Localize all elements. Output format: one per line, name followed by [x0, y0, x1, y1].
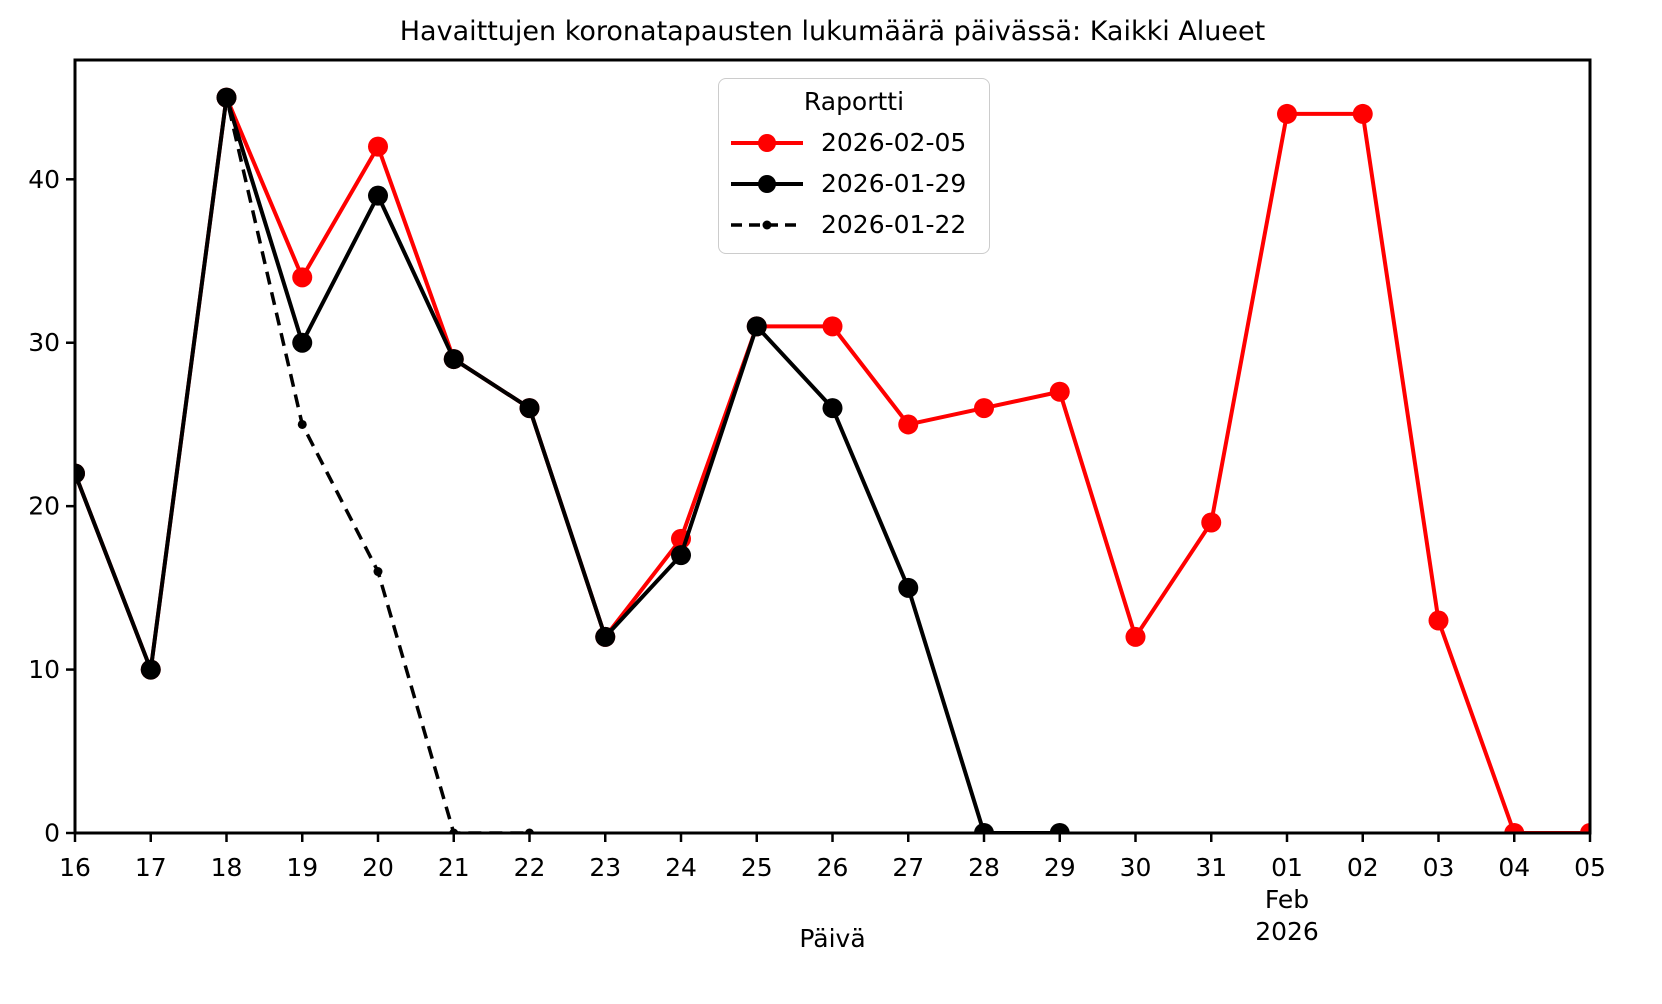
x-tick-label: 24 [665, 853, 697, 882]
y-tick-label: 20 [28, 492, 60, 521]
data-point [368, 185, 388, 206]
x-tick-label: 30 [1120, 853, 1152, 882]
data-point [1049, 823, 1070, 833]
legend-line-sample-black [731, 174, 803, 193]
series-group [75, 87, 1590, 833]
data-point [297, 419, 307, 429]
x-tick-label: 03 [1423, 853, 1455, 882]
data-point [974, 823, 994, 833]
x-tick-label: 17 [135, 853, 167, 882]
legend-line-sample-red [731, 133, 803, 152]
data-point [519, 398, 540, 419]
legend-item-label: 2026-01-22 [821, 210, 967, 239]
data-point [1201, 512, 1222, 533]
legend-item: 2026-01-22 [729, 204, 979, 245]
legend-item: 2026-02-05 [729, 122, 979, 163]
data-point [822, 316, 843, 337]
x-tick-label: 27 [892, 853, 924, 882]
x-tick-label: 31 [1195, 853, 1227, 882]
legend-sample-marker [758, 174, 776, 193]
y-tick-label: 40 [28, 165, 60, 194]
legend-sample-marker [762, 220, 772, 229]
x-tick-label: 19 [286, 853, 318, 882]
legend-item: 2026-01-29 [729, 163, 979, 204]
legend: Raportti 2026-02-05 2026-01-29 2026-01-2… [718, 78, 990, 254]
series-line-2026-01-22 [75, 95, 530, 833]
x-tick-label: 23 [589, 853, 621, 882]
legend-item-label: 2026-02-05 [821, 128, 967, 157]
x-axis-label: Päivä [799, 924, 866, 953]
data-point [898, 414, 919, 435]
x-tick-label: 28 [968, 853, 1000, 882]
x-tick-label: 02 [1347, 853, 1379, 882]
legend-line-sample-dashed [731, 220, 803, 229]
data-point [1125, 626, 1146, 647]
data-point [898, 577, 919, 598]
data-point [222, 93, 231, 103]
y-tick-label: 10 [28, 655, 60, 684]
data-point [292, 267, 313, 288]
data-point [146, 665, 156, 675]
data-point [822, 398, 843, 419]
data-point [974, 398, 994, 419]
y-tick-label: 30 [28, 328, 60, 357]
x-tick-label: 16 [59, 853, 91, 882]
legend-item-label: 2026-01-29 [821, 169, 967, 198]
x-tick-label: 21 [438, 853, 470, 882]
legend-title: Raportti [803, 87, 905, 116]
x-tick-label: 26 [817, 853, 849, 882]
x-tick-label: 22 [514, 853, 546, 882]
x-tick-label: 01 [1271, 853, 1303, 882]
data-point [1277, 103, 1297, 124]
legend-sample-marker [758, 133, 776, 152]
series-line-2026-01-29 [75, 95, 1060, 833]
y-tick-label: 0 [44, 819, 60, 848]
data-point [1504, 823, 1525, 833]
data-point [1352, 103, 1373, 124]
data-point [1428, 610, 1449, 631]
x-tick-label: 05 [1574, 853, 1606, 882]
chart-title: Havaittujen koronatapausten lukumäärä pä… [399, 16, 1266, 47]
x-tick-label: 25 [741, 853, 773, 882]
data-point [292, 332, 313, 353]
data-point [595, 626, 616, 647]
data-point [671, 545, 691, 566]
data-point [443, 349, 464, 370]
x-tick-sublabel: Feb [1265, 885, 1309, 914]
x-tick-label: 20 [362, 853, 394, 882]
data-point [368, 136, 388, 157]
plot-frame [73, 58, 1592, 835]
x-tick-label: 04 [1498, 853, 1530, 882]
data-point [746, 316, 767, 337]
x-tick-label: 18 [211, 853, 243, 882]
x-tick-label: 29 [1044, 853, 1076, 882]
data-point [1049, 381, 1070, 402]
data-point [1580, 823, 1590, 833]
x-tick-sublabel: 2026 [1255, 917, 1319, 946]
data-point [373, 567, 383, 577]
